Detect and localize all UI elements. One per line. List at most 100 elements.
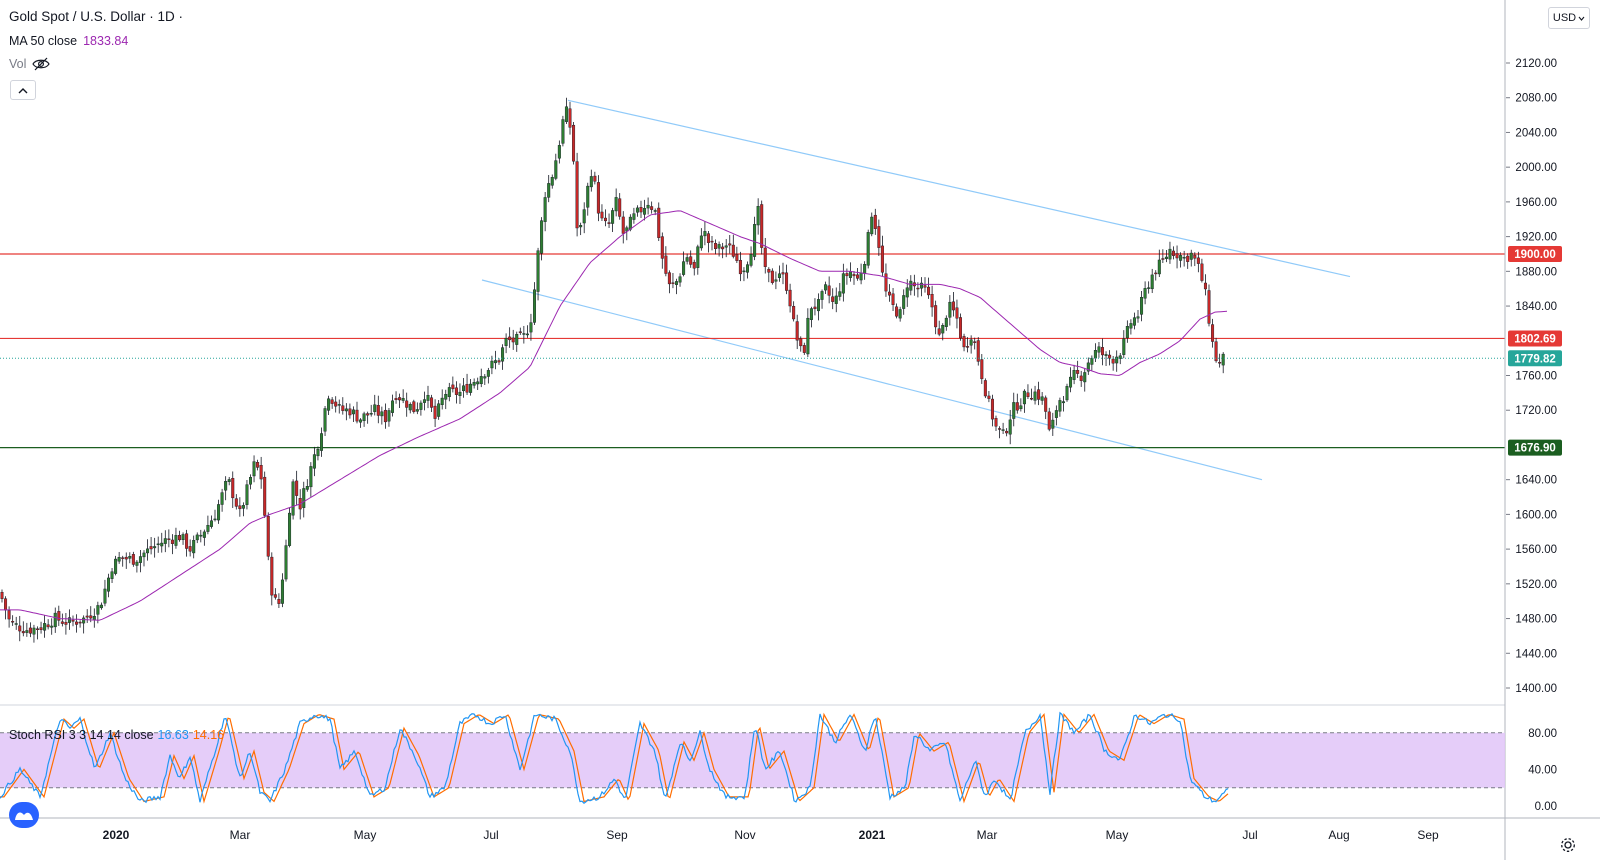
candle [564, 97, 568, 125]
candle [302, 481, 306, 518]
candle [14, 616, 18, 630]
candle [437, 399, 441, 420]
candle [1168, 241, 1172, 264]
candle [767, 267, 771, 283]
vol-legend[interactable]: Vol [9, 57, 51, 71]
candle [195, 532, 199, 544]
candle [785, 264, 789, 295]
candle [987, 391, 991, 403]
candle [181, 532, 185, 545]
candle [99, 602, 103, 610]
candle [1072, 364, 1076, 385]
time-tick-label: Nov [734, 828, 755, 842]
candle [788, 283, 792, 313]
stoch-d-value: 14.16 [192, 728, 225, 742]
candle [312, 446, 316, 477]
svg-text:1779.82: 1779.82 [1514, 353, 1556, 365]
stoch-k-line [0, 711, 1229, 804]
candle [309, 462, 313, 497]
candle [163, 530, 167, 553]
candle [128, 552, 132, 564]
candle [1008, 409, 1012, 445]
candle [547, 175, 551, 203]
candle [245, 480, 249, 510]
candle [1047, 407, 1051, 432]
candle [106, 573, 110, 598]
price-tick-label: 1600.00 [1515, 509, 1557, 521]
price-pane[interactable] [0, 97, 1505, 643]
candle [643, 199, 647, 221]
candle [32, 624, 36, 643]
candle [497, 358, 501, 365]
candle [774, 271, 778, 290]
candle [760, 200, 764, 255]
candle [266, 512, 270, 561]
candle [341, 397, 345, 415]
candle [909, 275, 913, 296]
candle [380, 406, 384, 425]
stoch-axis[interactable]: 80.00 40.00 0.00 [1528, 728, 1557, 813]
currency-dropdown[interactable]: USD [1548, 7, 1590, 29]
candle [146, 539, 150, 561]
candle [82, 615, 86, 634]
price-tick-label: 1840.00 [1515, 301, 1557, 313]
stoch-pane[interactable] [0, 711, 1505, 804]
candles [0, 97, 1225, 643]
candle [263, 471, 267, 518]
candle [1171, 246, 1175, 260]
collapse-legend-button[interactable] [10, 80, 36, 100]
price-axis[interactable]: 2120.00 2080.00 2040.00 2000.00 1960.00 1920.… [1506, 58, 1562, 695]
candle [348, 403, 352, 419]
stoch-legend[interactable]: Stoch RSI 3 3 14 14 close 16.63 14.16 [9, 728, 224, 742]
time-tick-label: 2021 [859, 828, 886, 842]
candle [394, 391, 398, 404]
candle [415, 402, 419, 415]
candle [824, 281, 828, 294]
candle [440, 389, 444, 410]
candle [888, 284, 892, 302]
candle [25, 622, 29, 637]
candle [1196, 251, 1200, 273]
candle [962, 333, 966, 352]
candle [990, 394, 994, 427]
tradingview-logo[interactable] [9, 802, 39, 828]
candle [273, 588, 277, 600]
candle [1207, 284, 1211, 327]
eye-slash-icon[interactable] [32, 57, 51, 71]
candle [53, 607, 57, 633]
price-tick-label: 1960.00 [1515, 197, 1557, 209]
symbol-title[interactable]: Gold Spot / U.S. Dollar · 1D · [9, 9, 184, 24]
svg-text:1900.00: 1900.00 [1514, 249, 1556, 261]
time-tick-label: Jul [1242, 828, 1257, 842]
horizontal-lines [0, 253, 1505, 449]
candle [941, 323, 945, 341]
candle [465, 373, 469, 396]
price-label-tag: 1900.00 [1508, 245, 1562, 262]
candle [1218, 353, 1222, 368]
candle [85, 609, 89, 623]
candle [433, 399, 437, 428]
candle [1129, 319, 1133, 335]
candle [277, 593, 281, 609]
candle [39, 621, 43, 634]
candle [657, 202, 661, 242]
candle [717, 241, 721, 257]
candle [408, 402, 412, 414]
candle [770, 268, 774, 285]
candle [1076, 360, 1080, 379]
candle [1051, 412, 1055, 436]
candle [199, 529, 203, 543]
candle [1040, 392, 1044, 405]
ma-legend[interactable]: MA 50 close 1833.84 [9, 34, 128, 48]
candle [813, 298, 817, 316]
stoch-tick-label: 40.00 [1528, 764, 1557, 776]
candle [1022, 389, 1026, 413]
time-tick-label: Aug [1328, 828, 1349, 842]
candle [373, 394, 377, 416]
settings-button[interactable] [1557, 834, 1579, 856]
price-tick-label: 1880.00 [1515, 266, 1557, 278]
candle [689, 250, 693, 268]
time-axis[interactable]: 2020 Mar May Jul Sep Nov 2021 Mar May Jul Aug Sep [103, 828, 1439, 842]
candle [444, 389, 448, 410]
candle [756, 198, 760, 235]
